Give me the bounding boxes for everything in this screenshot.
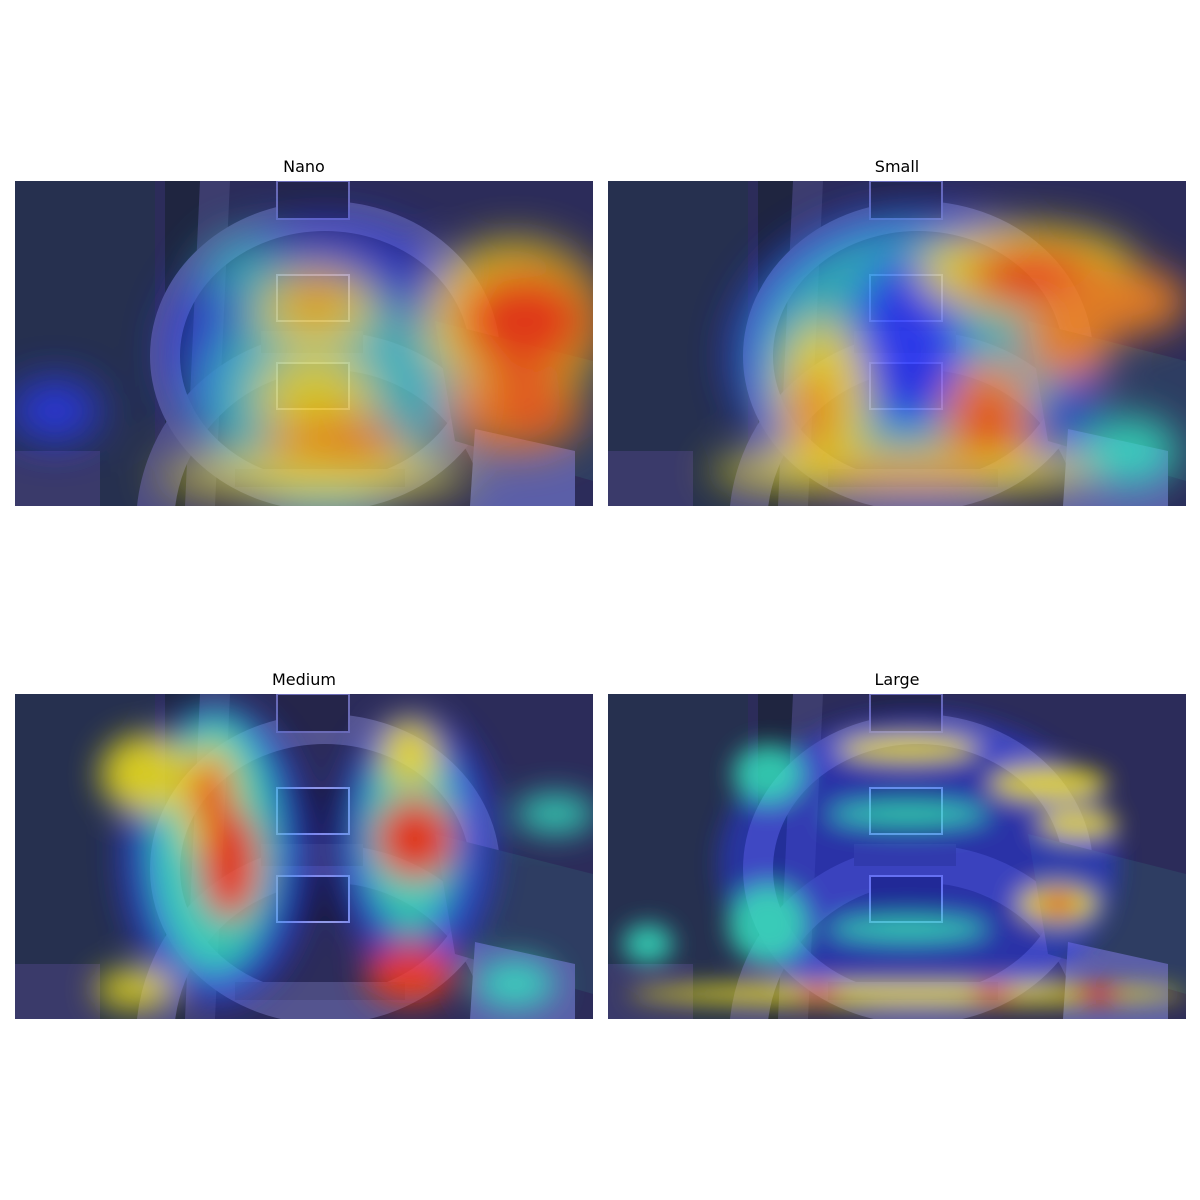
panel-title: Nano	[283, 157, 325, 176]
panel-large: Large	[608, 670, 1186, 1019]
heatmap-large	[608, 694, 1186, 1019]
panel-title: Medium	[272, 670, 336, 689]
heatmap-medium	[15, 694, 593, 1019]
panel-nano: Nano	[15, 157, 593, 506]
panel-title: Large	[874, 670, 920, 689]
panel-small: Small	[608, 157, 1186, 506]
heatmap-small	[608, 181, 1186, 506]
panel-medium: Medium	[15, 670, 593, 1019]
panel-title: Small	[874, 157, 920, 176]
heatmap-nano	[15, 181, 593, 506]
